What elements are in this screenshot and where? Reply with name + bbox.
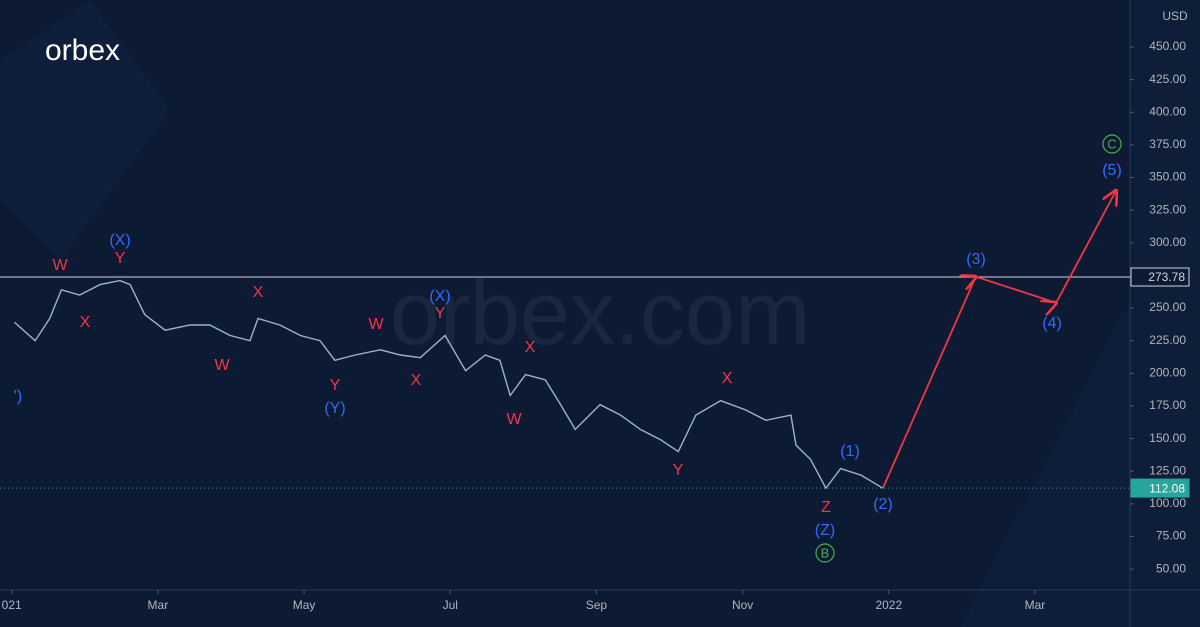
x-tick-label: Sep [586, 598, 608, 612]
y-tick-label: 425.00 [1149, 72, 1186, 86]
y-tick-label: 325.00 [1149, 202, 1186, 216]
projection [882, 191, 1116, 489]
wave-label: X [80, 314, 91, 331]
decor [960, 300, 1130, 627]
x-tick-label: 021 [2, 598, 22, 612]
wave-label: Y [673, 462, 684, 479]
wave-label: B [821, 545, 830, 560]
y-tick-label: 75.00 [1156, 529, 1186, 543]
wave-label: X [722, 370, 733, 387]
wave-label: W [52, 257, 68, 274]
wave-label: X [253, 284, 264, 301]
wave-label: Y [435, 305, 446, 322]
y-tick-label: 125.00 [1149, 463, 1186, 477]
y-tick-label: 350.00 [1149, 170, 1186, 184]
wave-label: W [214, 357, 230, 374]
y-tick-label: 200.00 [1149, 365, 1186, 379]
y-tick-label: 100.00 [1149, 496, 1186, 510]
y-tick-label: 400.00 [1149, 104, 1186, 118]
currency: USD [1162, 9, 1188, 23]
wave-label: (2) [873, 496, 893, 513]
y-tick-label: 300.00 [1149, 235, 1186, 249]
x-tick-label: Mar [1025, 598, 1046, 612]
wave-label: (Z) [815, 522, 835, 539]
logo: orbex [45, 34, 120, 67]
wave-label: X [525, 339, 536, 356]
wave-label: (1) [840, 443, 860, 460]
y-tick-label: 450.00 [1149, 39, 1186, 53]
y-tick-label: 250.00 [1149, 300, 1186, 314]
wave-label: ') [14, 388, 22, 405]
price-tag-label: 112.08 [1149, 481, 1185, 495]
y-tick-label: 50.00 [1156, 561, 1186, 575]
wave-label: Z [821, 499, 831, 516]
wave-label: X [411, 372, 422, 389]
price-line-series [14, 279, 884, 490]
wave-label: (4) [1042, 315, 1062, 332]
y-tick-label: 225.00 [1149, 333, 1186, 347]
wave-label: (3) [966, 251, 986, 268]
y-axis-panel [1130, 0, 1200, 627]
wave-label: W [368, 316, 384, 333]
wave-label: (X) [109, 232, 130, 249]
wave-label: W [506, 411, 522, 428]
decor [0, 0, 170, 260]
x-tick-label: Mar [148, 598, 169, 612]
price-tag-label: 273.78 [1148, 270, 1185, 284]
price-tag [1130, 267, 1190, 287]
price-tag [1130, 478, 1190, 498]
wave-label: C [1107, 136, 1116, 151]
wave-label: (X) [429, 288, 450, 305]
y-tick-label: 175.00 [1149, 398, 1186, 412]
wave-label: Y [115, 250, 126, 267]
x-tick-label: Jul [443, 598, 458, 612]
wave-label: (Y) [324, 400, 345, 417]
y-tick-label: 150.00 [1149, 431, 1186, 445]
wave-circle [1102, 134, 1122, 154]
watermark: orbex.com [390, 264, 810, 364]
wave-circle [815, 543, 835, 563]
x-tick-label: Nov [732, 598, 753, 612]
y-tick-label: 375.00 [1149, 137, 1186, 151]
wave-label: (5) [1102, 162, 1122, 179]
wave-label: Y [330, 377, 341, 394]
x-tick-label: 2022 [875, 598, 902, 612]
x-tick-label: May [293, 598, 316, 612]
